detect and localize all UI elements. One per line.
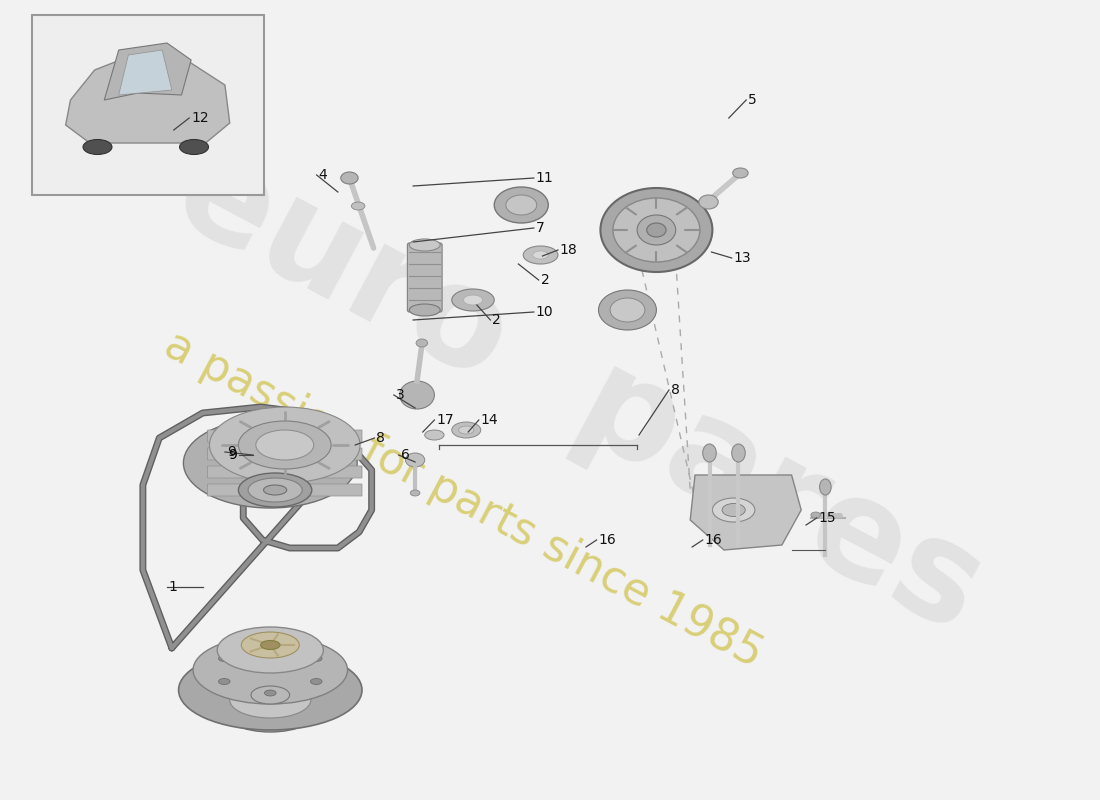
Ellipse shape: [506, 195, 537, 215]
Ellipse shape: [264, 485, 287, 495]
Ellipse shape: [409, 304, 440, 316]
Ellipse shape: [239, 473, 311, 507]
FancyBboxPatch shape: [32, 15, 264, 195]
Text: 8: 8: [671, 383, 680, 397]
Ellipse shape: [194, 636, 348, 704]
Polygon shape: [690, 475, 801, 550]
Ellipse shape: [722, 503, 745, 517]
Ellipse shape: [416, 339, 428, 347]
Ellipse shape: [811, 512, 821, 518]
Text: 8: 8: [376, 431, 385, 445]
Ellipse shape: [610, 298, 645, 322]
Ellipse shape: [219, 678, 230, 685]
FancyBboxPatch shape: [208, 448, 362, 460]
Ellipse shape: [399, 381, 435, 409]
Ellipse shape: [698, 195, 718, 209]
Ellipse shape: [637, 215, 675, 245]
Text: 12: 12: [191, 111, 209, 125]
Ellipse shape: [452, 422, 481, 438]
Ellipse shape: [251, 686, 289, 704]
FancyBboxPatch shape: [407, 243, 442, 312]
Ellipse shape: [179, 139, 209, 154]
FancyBboxPatch shape: [208, 466, 362, 478]
Text: 17: 17: [437, 413, 454, 427]
Ellipse shape: [406, 453, 425, 467]
Ellipse shape: [410, 490, 420, 496]
Ellipse shape: [647, 223, 667, 237]
Ellipse shape: [217, 627, 323, 673]
Text: 3: 3: [396, 388, 405, 402]
Ellipse shape: [820, 479, 832, 495]
Ellipse shape: [452, 289, 494, 311]
Ellipse shape: [425, 430, 444, 440]
Polygon shape: [119, 50, 172, 95]
Ellipse shape: [249, 478, 302, 502]
Text: 6: 6: [400, 448, 409, 462]
Text: 10: 10: [536, 305, 553, 319]
Ellipse shape: [598, 290, 657, 330]
Text: 15: 15: [818, 511, 836, 525]
Ellipse shape: [351, 202, 365, 210]
Text: euro  pares: euro pares: [154, 121, 1004, 659]
Ellipse shape: [310, 655, 322, 662]
Ellipse shape: [261, 641, 279, 650]
Ellipse shape: [494, 187, 548, 223]
Text: 1: 1: [169, 580, 178, 594]
Ellipse shape: [239, 421, 331, 469]
Ellipse shape: [409, 239, 440, 251]
Ellipse shape: [219, 655, 230, 662]
Text: 4: 4: [319, 168, 328, 182]
Ellipse shape: [256, 430, 314, 460]
Ellipse shape: [241, 632, 299, 658]
Text: 9: 9: [228, 448, 236, 462]
Ellipse shape: [222, 688, 319, 732]
Ellipse shape: [459, 426, 474, 434]
Ellipse shape: [82, 139, 112, 154]
Text: 13: 13: [734, 251, 751, 265]
Text: 16: 16: [705, 533, 723, 547]
Text: 14: 14: [481, 413, 498, 427]
Ellipse shape: [601, 188, 713, 272]
Polygon shape: [104, 43, 191, 100]
Ellipse shape: [209, 407, 360, 483]
Ellipse shape: [178, 650, 362, 730]
Polygon shape: [66, 53, 230, 143]
FancyBboxPatch shape: [208, 430, 362, 442]
Text: 7: 7: [536, 221, 544, 235]
Ellipse shape: [463, 295, 483, 305]
Text: 11: 11: [536, 171, 553, 185]
Ellipse shape: [230, 682, 311, 718]
Ellipse shape: [733, 168, 748, 178]
Text: 16: 16: [598, 533, 616, 547]
Ellipse shape: [310, 678, 322, 685]
Ellipse shape: [713, 498, 755, 522]
Ellipse shape: [341, 172, 359, 184]
Ellipse shape: [532, 251, 549, 259]
Text: 2: 2: [540, 273, 549, 287]
Ellipse shape: [732, 444, 745, 462]
Text: 2: 2: [493, 313, 502, 327]
Ellipse shape: [184, 418, 358, 508]
Text: 18: 18: [560, 243, 578, 257]
Text: a passion for parts since 1985: a passion for parts since 1985: [157, 323, 770, 677]
Ellipse shape: [524, 246, 558, 264]
Text: 5: 5: [748, 93, 757, 107]
Ellipse shape: [264, 644, 276, 650]
Text: 9: 9: [227, 445, 235, 459]
Ellipse shape: [264, 690, 276, 696]
Ellipse shape: [703, 444, 716, 462]
FancyBboxPatch shape: [208, 484, 362, 496]
Ellipse shape: [613, 198, 700, 262]
